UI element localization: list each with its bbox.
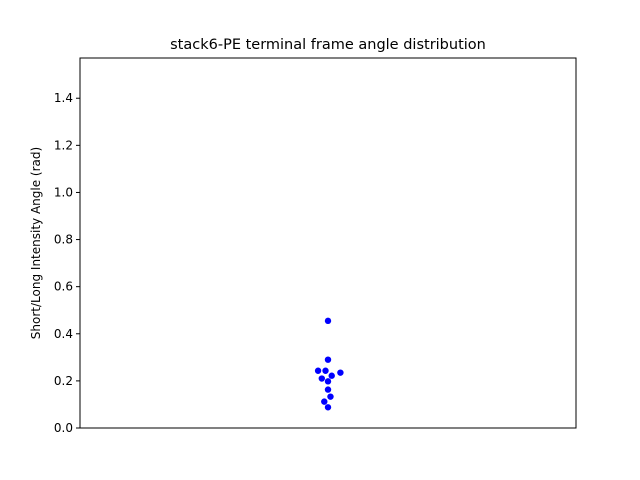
y-tick-label: 1.2: [54, 138, 73, 152]
y-tick-label: 0.2: [54, 374, 73, 388]
data-point: [322, 367, 329, 374]
data-point: [318, 375, 325, 382]
y-tick-label: 0.4: [54, 327, 73, 341]
chart-title: stack6-PE terminal frame angle distribut…: [170, 37, 486, 53]
y-tick-label: 1.4: [54, 91, 73, 105]
data-point: [324, 404, 332, 411]
data-point: [324, 378, 332, 385]
data-point: [314, 367, 322, 374]
data-point: [321, 398, 328, 405]
y-tick-label: 0.0: [54, 421, 73, 435]
plot-frame: [79, 57, 577, 429]
y-tick-label: 0.6: [54, 280, 73, 294]
y-tick-label: 1.0: [54, 185, 73, 199]
data-point: [328, 372, 335, 379]
data-point: [337, 369, 344, 376]
data-point: [327, 393, 334, 400]
y-axis-label: Short/Long Intensity Angle (rad): [29, 147, 43, 339]
y-tick-label: 0.8: [54, 233, 73, 247]
data-point: [324, 356, 332, 363]
data-point: [324, 386, 332, 393]
y-ticks: 0.0 0.2 0.4 0.6 0.8 1.0 1.2 1.4: [54, 91, 80, 435]
data-point: [324, 317, 332, 325]
data-points: [314, 317, 344, 411]
